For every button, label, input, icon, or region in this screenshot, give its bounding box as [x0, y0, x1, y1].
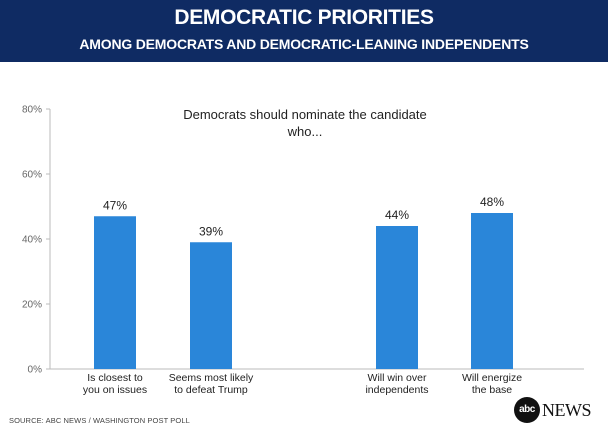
x-category-label: Will win over: [368, 372, 427, 384]
chart-subtitle: AMONG DEMOCRATS AND DEMOCRATIC-LEANING I…: [79, 36, 529, 52]
x-category-label: the base: [472, 384, 512, 396]
y-tick-label: 20%: [22, 300, 42, 311]
y-tick-label: 0%: [28, 365, 43, 376]
bar: [94, 216, 136, 369]
source-note: SOURCE: ABC NEWS / WASHINGTON POST POLL: [9, 416, 190, 425]
chart-title: DEMOCRATIC PRIORITIES: [174, 6, 434, 29]
bar: [376, 226, 418, 369]
abc-logo-mark: abc: [514, 397, 540, 423]
bar-value-label: 47%: [103, 198, 127, 212]
bar-value-label: 44%: [385, 208, 409, 222]
news-logo-word: NEWS: [542, 400, 592, 420]
x-category-label: independents: [365, 384, 428, 396]
y-tick-label: 60%: [22, 170, 42, 181]
bars-group: 47% 39% 44% 48%: [94, 195, 513, 369]
x-category-label: to defeat Trump: [174, 384, 248, 396]
y-tick-label: 80%: [22, 105, 42, 116]
y-tick-label: 40%: [22, 235, 42, 246]
header-banner: DEMOCRATIC PRIORITIES AMONG DEMOCRATS AN…: [0, 0, 608, 62]
bar-value-label: 39%: [199, 224, 223, 238]
bar: [471, 213, 513, 369]
x-category-label: Will energize: [462, 372, 522, 384]
x-category-label: Seems most likely: [169, 372, 254, 384]
bar-value-label: 48%: [480, 195, 504, 209]
x-category-label: you on issues: [83, 384, 147, 396]
abc-news-logo: abc NEWS: [514, 397, 600, 423]
chart-annotation: Democrats should nominate the candidate …: [183, 107, 427, 139]
bar: [190, 242, 232, 369]
bar-chart: 0% 20% 40% 60% 80% 47% 39% 44% 48% Is closest t…: [22, 105, 584, 396]
x-category-label: Is closest to: [87, 372, 143, 384]
